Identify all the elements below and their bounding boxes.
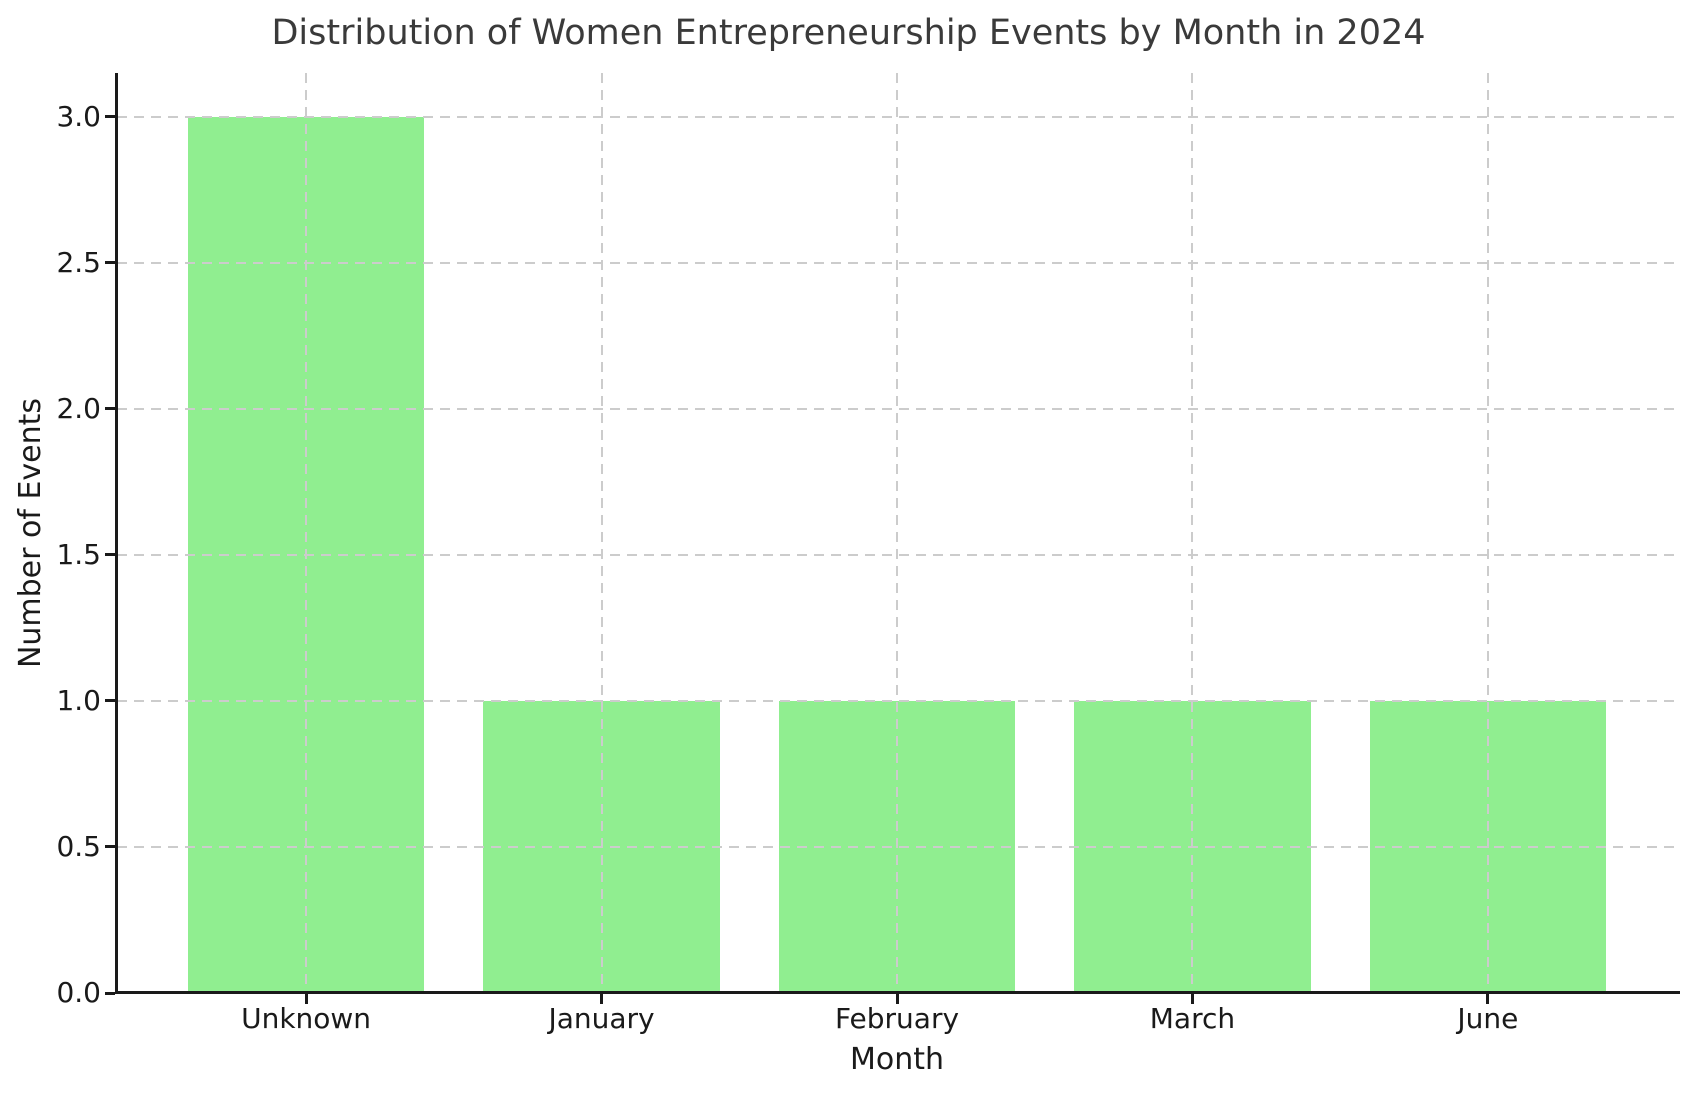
y-tick-label: 2.0: [56, 391, 101, 425]
y-axis-spine: [115, 73, 118, 994]
y-tick-label: 1.5: [56, 537, 101, 571]
y-tick: [105, 261, 115, 265]
x-tick-label: February: [834, 1002, 960, 1035]
gridline-vertical: [305, 73, 308, 993]
x-tick-label: March: [1149, 1002, 1236, 1035]
gridline-vertical: [1191, 73, 1194, 993]
y-tick: [105, 845, 115, 849]
gridline-vertical: [600, 73, 603, 993]
y-tick-label: 2.5: [56, 245, 101, 279]
y-tick-label: 0.0: [56, 976, 101, 1009]
x-axis-spine: [115, 991, 1680, 994]
y-tick: [105, 115, 115, 119]
gridline-vertical: [896, 73, 898, 993]
chart-title: Distribution of Women Entrepreneurship E…: [271, 13, 1426, 53]
y-tick: [105, 991, 115, 995]
x-tick-label: January: [548, 1002, 655, 1035]
x-tick: [304, 994, 308, 1004]
y-tick-label: 3.0: [56, 99, 101, 133]
x-tick: [1486, 994, 1490, 1004]
x-tick-label: June: [1457, 1002, 1519, 1035]
x-tick-label: Unknown: [241, 1002, 372, 1035]
y-tick-label: 1.0: [56, 683, 101, 717]
y-tick: [105, 407, 115, 411]
y-tick: [105, 553, 115, 557]
y-tick-label: 0.5: [56, 829, 101, 863]
x-tick: [895, 994, 899, 1004]
x-tick: [600, 994, 604, 1004]
plot-area: [117, 73, 1677, 993]
gridline-vertical: [1486, 73, 1489, 993]
y-axis-label: Number of Events: [13, 397, 48, 669]
x-tick: [1190, 994, 1194, 1004]
x-axis-label: Month: [849, 1042, 945, 1077]
y-tick: [105, 699, 115, 703]
